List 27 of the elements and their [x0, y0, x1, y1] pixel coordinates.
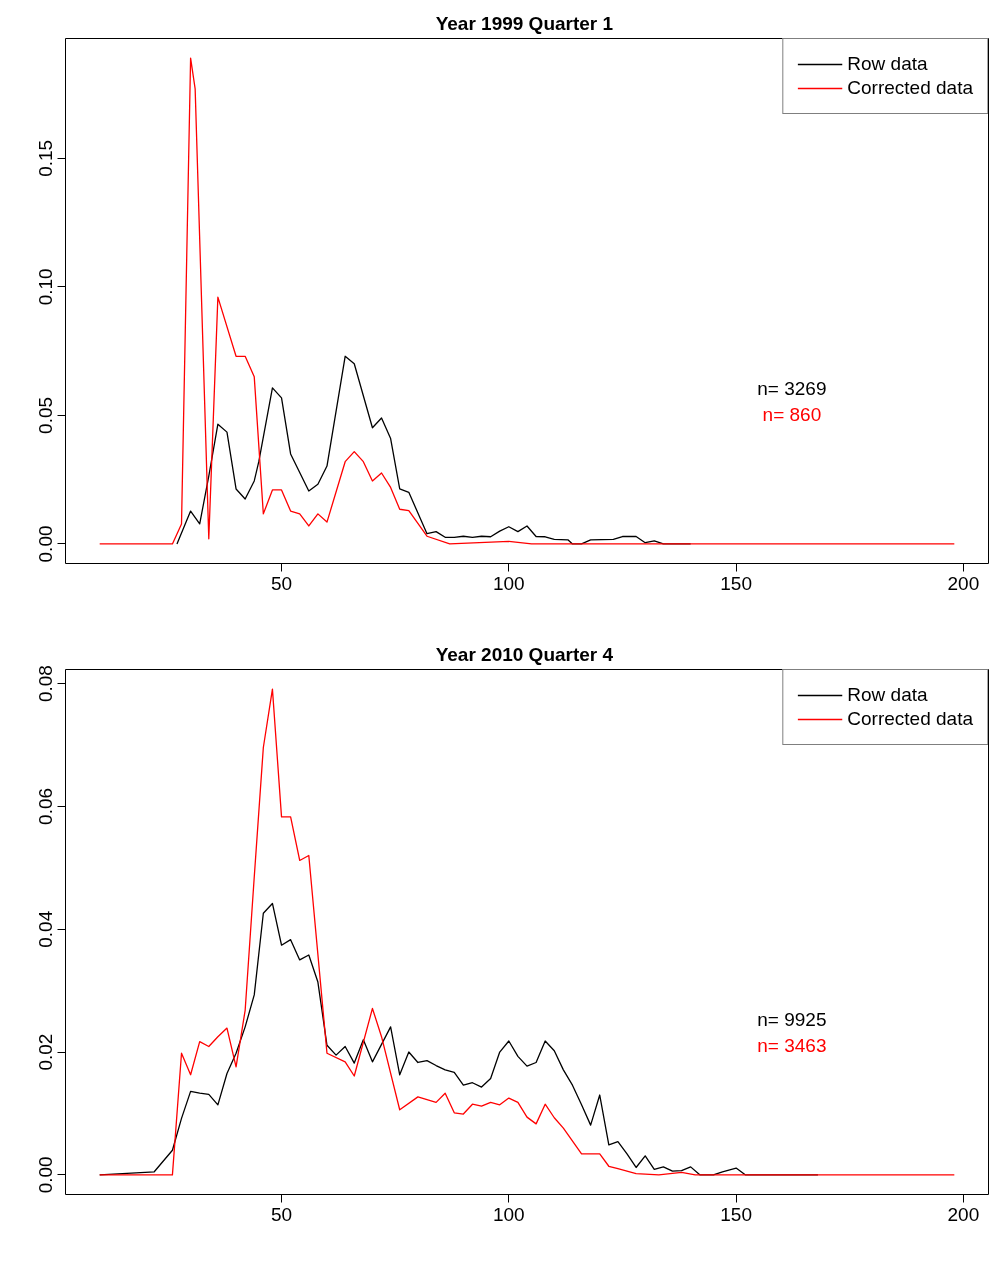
chart-title: Year 2010 Quarter 4: [435, 643, 614, 665]
x-tick-label: 200: [947, 1203, 980, 1225]
annotation: n= 860: [762, 404, 822, 426]
x-tick-label: 100: [492, 1203, 525, 1225]
annotation: n= 3463: [757, 1035, 827, 1057]
legend-label: Row data: [847, 684, 928, 706]
y-tick-label: 0.04: [35, 910, 57, 948]
x-tick-label: 150: [720, 572, 752, 594]
chart-title: Year 1999 Quarter 1: [435, 12, 614, 34]
legend-label: Corrected data: [847, 708, 973, 730]
annotation: n= 9925: [757, 1009, 827, 1031]
x-tick-label: 150: [720, 1203, 752, 1225]
y-tick-label: 0.15: [35, 139, 57, 177]
x-tick-label: 50: [270, 572, 293, 594]
x-tick-label: 100: [492, 572, 525, 594]
y-tick-label: 0.00: [35, 525, 57, 563]
y-tick-label: 0.08: [35, 665, 57, 703]
x-tick-label: 50: [270, 1203, 293, 1225]
legend-label: Row data: [847, 53, 928, 75]
y-tick-label: 0.10: [35, 268, 57, 306]
annotation: n= 3269: [757, 378, 827, 400]
y-tick-label: 0.05: [35, 396, 57, 434]
y-tick-label: 0.00: [35, 1156, 57, 1194]
y-tick-label: 0.06: [35, 787, 57, 825]
legend-label: Corrected data: [847, 77, 973, 99]
x-tick-label: 200: [947, 572, 980, 594]
y-tick-label: 0.02: [35, 1033, 57, 1071]
